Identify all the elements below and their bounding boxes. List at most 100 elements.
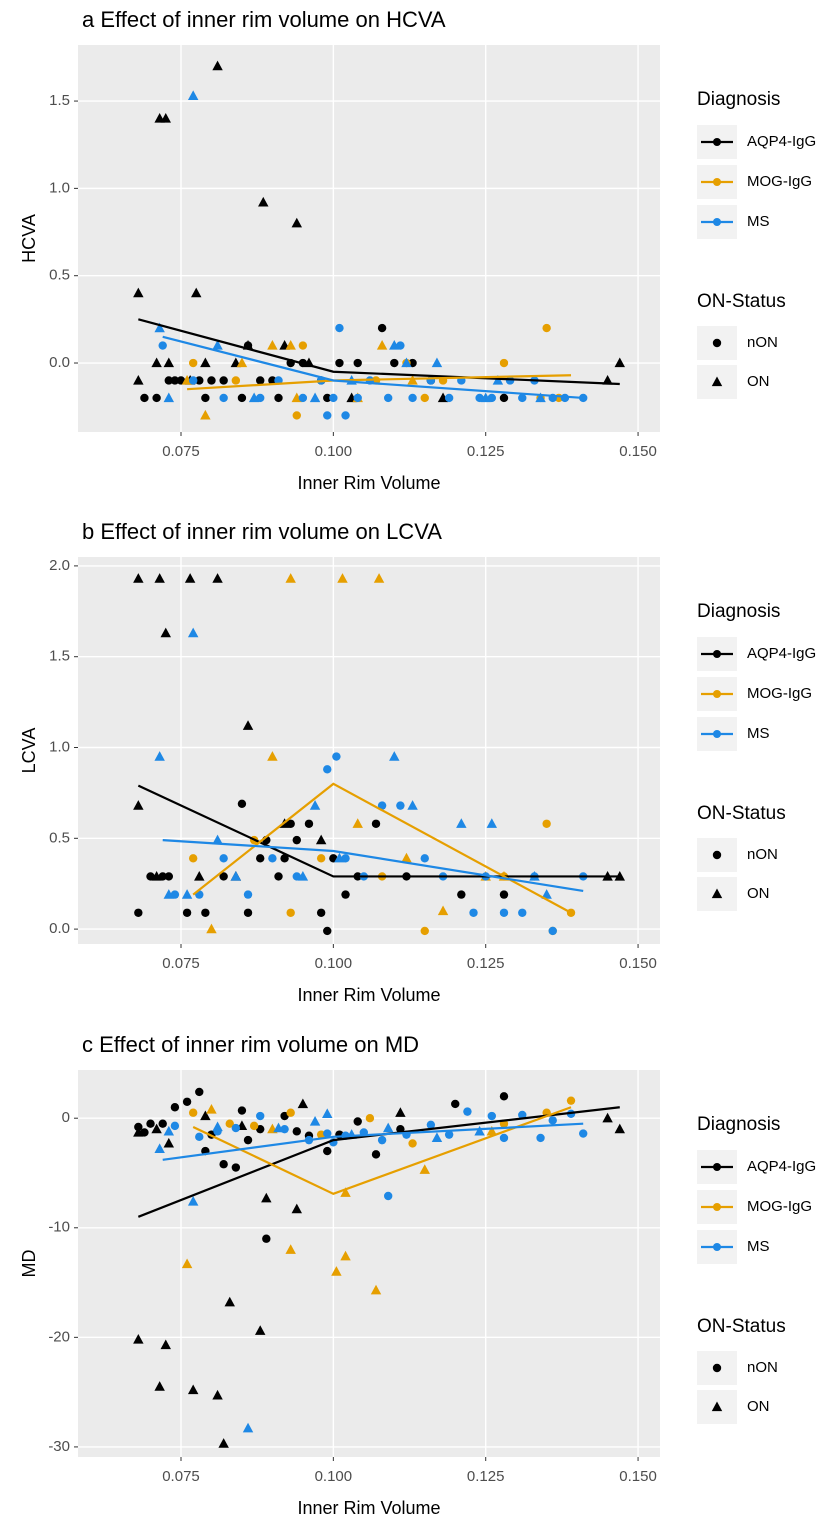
circle-marker — [158, 1119, 167, 1128]
circle-marker — [182, 1097, 192, 1106]
triangle-marker — [187, 1195, 199, 1206]
circle-marker — [304, 819, 314, 828]
triangle-marker — [133, 287, 144, 298]
circle-marker — [256, 854, 265, 863]
circle-marker — [134, 1122, 143, 1132]
triangle-marker — [154, 751, 165, 761]
triangle-marker — [401, 357, 412, 368]
triangle-marker — [614, 1123, 626, 1134]
triangle-marker — [200, 1110, 211, 1121]
triangle-marker — [456, 818, 467, 828]
circle-marker — [140, 1128, 149, 1137]
x-tick-label: 0.150 — [619, 1468, 657, 1485]
triangle-marker — [184, 573, 196, 583]
circle-marker — [390, 358, 399, 368]
triangle-marker — [154, 322, 165, 333]
triangle-marker — [224, 1296, 235, 1307]
fit-line — [138, 318, 620, 386]
circle-marker — [332, 752, 341, 761]
legend-label: MOG-IgG — [747, 1198, 812, 1215]
triangle-marker — [602, 374, 613, 385]
circle-marker — [712, 1363, 722, 1373]
circle-marker — [188, 854, 198, 863]
x-axis-label: Inner Rim Volume — [297, 1498, 440, 1518]
circle-marker — [152, 393, 161, 403]
triangle-marker — [309, 800, 321, 810]
triangle-marker — [340, 1187, 351, 1197]
x-tick-label: 0.075 — [162, 1468, 200, 1485]
triangle-marker — [206, 923, 217, 934]
triangle-marker — [160, 627, 171, 638]
legend-dot — [713, 218, 721, 226]
circle-marker — [499, 1133, 509, 1143]
triangle-marker — [163, 392, 175, 403]
circle-marker — [170, 376, 180, 385]
triangle-marker — [535, 392, 546, 403]
circle-marker — [383, 393, 393, 403]
circle-marker — [243, 890, 253, 899]
legend-label: MOG-IgG — [747, 685, 812, 702]
circle-marker — [182, 908, 192, 917]
y-tick-label: 0.0 — [49, 920, 70, 937]
circle-marker — [518, 1110, 527, 1120]
triangle-marker — [401, 852, 412, 863]
triangle-marker — [322, 1108, 333, 1118]
legend-title: Diagnosis — [697, 1114, 780, 1135]
triangle-marker — [154, 1381, 165, 1391]
legend-label: AQP4-IgG — [747, 133, 816, 150]
triangle-marker — [285, 1244, 296, 1254]
circle-marker — [146, 1119, 155, 1128]
triangle-marker — [309, 1115, 321, 1126]
circle-marker — [469, 908, 478, 917]
y-tick-label: 1.5 — [49, 648, 70, 665]
circle-marker — [499, 358, 509, 368]
x-tick-label: 0.125 — [467, 443, 505, 460]
circle-marker — [542, 323, 551, 333]
legend-dot — [713, 690, 721, 698]
circle-marker — [243, 1135, 253, 1145]
triangle-marker — [154, 573, 165, 583]
circle-marker — [353, 358, 362, 368]
circle-marker — [188, 358, 198, 368]
triangle-marker — [331, 1266, 342, 1276]
triangle-marker — [711, 888, 723, 899]
circle-marker — [158, 872, 167, 881]
x-axis-label: Inner Rim Volume — [297, 473, 440, 493]
circle-marker — [237, 799, 247, 809]
triangle-marker — [373, 573, 385, 583]
circle-marker — [195, 376, 204, 385]
fit-line — [137, 1106, 620, 1218]
triangle-marker — [258, 196, 269, 207]
circle-marker — [353, 1117, 362, 1126]
circle-marker — [316, 854, 326, 863]
circle-marker — [219, 393, 228, 403]
panel: c Effect of inner rim volume on MD -30 -20… — [19, 1032, 660, 1518]
triangle-marker — [370, 1284, 382, 1295]
triangle-marker — [160, 1339, 171, 1350]
circle-marker — [201, 908, 210, 917]
circle-marker — [426, 1120, 436, 1129]
circle-marker — [207, 376, 216, 385]
circle-marker — [231, 1163, 241, 1172]
triangle-marker — [133, 1334, 144, 1344]
legend: Diagnosis AQP4-IgG MOG-IgG MS ON-Status nON ON — [697, 601, 816, 911]
circle-marker — [579, 1129, 588, 1138]
legend-label: ON — [747, 885, 770, 902]
y-tick-label: -20 — [48, 1328, 70, 1345]
triangle-marker — [389, 340, 400, 350]
circle-marker — [408, 1139, 417, 1148]
legend-dot — [713, 178, 721, 186]
triangle-marker — [309, 392, 321, 403]
chart-title: a Effect of inner rim volume on HCVA — [82, 7, 446, 32]
circle-marker — [298, 341, 308, 350]
triangle-marker — [337, 573, 348, 583]
triangle-marker — [254, 1325, 266, 1335]
triangle-marker — [212, 340, 223, 350]
circle-marker — [237, 1106, 247, 1115]
circle-marker — [231, 376, 241, 385]
circle-marker — [316, 908, 326, 917]
legend-label: ON — [747, 1398, 770, 1415]
triangle-marker — [315, 834, 327, 845]
y-tick-label: -30 — [48, 1438, 70, 1455]
